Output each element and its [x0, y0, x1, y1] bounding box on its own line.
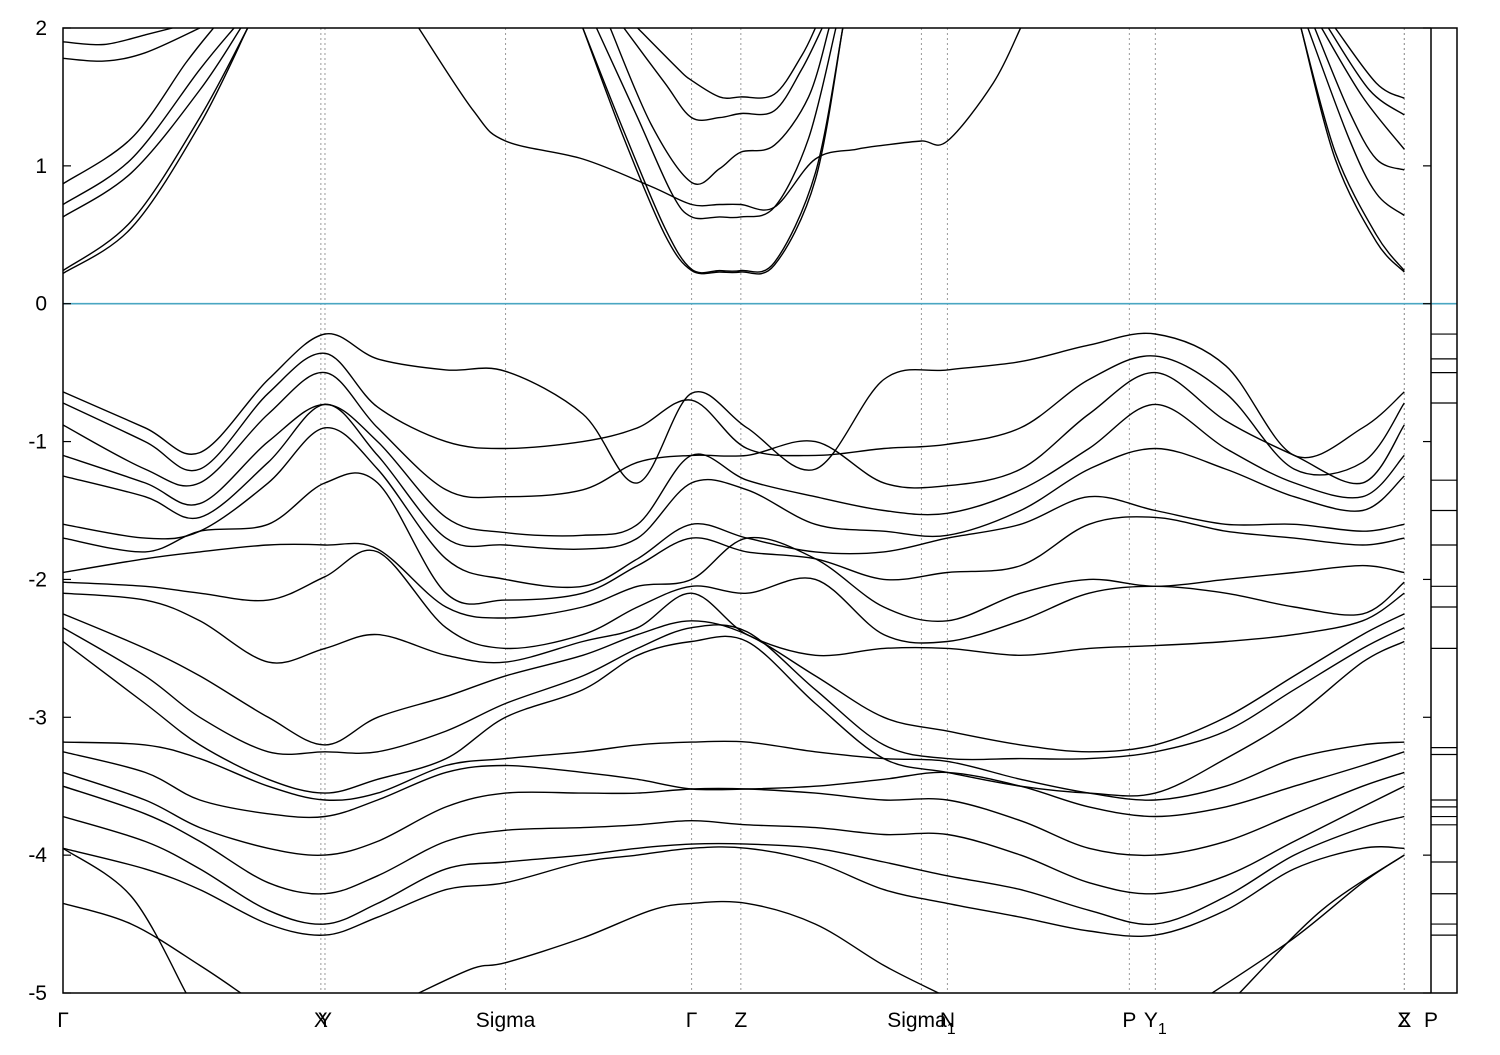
band-line [1327, 28, 1405, 116]
plot-frame [62, 27, 1458, 994]
kpoint-label: P [1122, 1009, 1136, 1032]
band-line [63, 28, 215, 185]
kpoint-label: Γ [57, 1009, 69, 1032]
kpoint-label-subscript: 1 [947, 1021, 956, 1038]
band-line [1211, 854, 1405, 993]
band-line [1320, 28, 1405, 150]
band-line [63, 846, 1405, 937]
band-line [63, 403, 1405, 537]
band-line [63, 613, 1405, 753]
band-line [63, 635, 1405, 797]
kpoint-label: Y1 [1144, 1009, 1167, 1038]
band-line [63, 815, 1405, 926]
band-line [623, 28, 823, 122]
kpoint-label: X [314, 1009, 328, 1032]
band-line [1334, 28, 1405, 99]
y-tick-label: 1 [35, 155, 47, 178]
band-line [418, 28, 1022, 211]
right-level-panel [1431, 333, 1457, 936]
band-line [63, 427, 1405, 589]
band-line [63, 592, 1405, 664]
y-tick-label: -2 [28, 568, 47, 591]
band-line [63, 472, 1405, 605]
band-line [595, 28, 837, 220]
y-tick-label: 0 [35, 293, 47, 316]
band-line [1239, 854, 1405, 993]
kpoint-label: Γ [686, 1009, 698, 1032]
band-line [1300, 28, 1405, 272]
band-line [1307, 28, 1405, 217]
y-tick-label: 2 [35, 17, 47, 40]
band-line [63, 751, 1405, 819]
band-line [63, 847, 187, 993]
band-line [63, 536, 1405, 622]
band-line [63, 371, 1405, 499]
band-lines [63, 28, 1405, 993]
band-line [63, 28, 235, 206]
band-line [1300, 28, 1405, 273]
band-line [582, 28, 844, 275]
band-line [63, 28, 249, 274]
kpoint-label-subscript: 1 [1158, 1021, 1167, 1038]
band-line [63, 549, 1405, 650]
kpoint-label: Sigma [476, 1009, 536, 1032]
band-line [637, 28, 817, 99]
kpoint-label: X [1397, 1009, 1411, 1032]
kpoint-grid-lines [320, 28, 1405, 993]
band-line [63, 332, 1405, 484]
band-line [582, 28, 844, 274]
kpoint-label: Y [318, 1009, 332, 1032]
band-line [63, 624, 1405, 761]
band-line [1314, 28, 1405, 171]
y-tick-label: -5 [28, 982, 47, 1005]
band-line [63, 28, 249, 272]
band-line [418, 900, 939, 993]
band-line [63, 771, 1405, 857]
band-line [63, 740, 1405, 801]
band-line [63, 28, 242, 218]
band-line [63, 902, 242, 993]
y-tick-label: -1 [28, 431, 47, 454]
band-line [63, 28, 173, 46]
kpoint-label: P [1424, 1009, 1438, 1032]
kpoint-label: Z [1398, 1009, 1411, 1032]
band-line [609, 28, 830, 185]
y-tick-label: -4 [28, 844, 47, 867]
band-line [63, 352, 1405, 476]
band-line [63, 28, 201, 62]
kpoint-label: N [940, 1009, 955, 1032]
y-tick-label: -3 [28, 706, 47, 729]
band-line [63, 403, 1405, 551]
y-axis-ticks: 2 1 0 -1 -2 -3 -4 -5 [28, 17, 1431, 1005]
kpoint-label: Z [734, 1009, 747, 1032]
band-line [63, 785, 1405, 895]
